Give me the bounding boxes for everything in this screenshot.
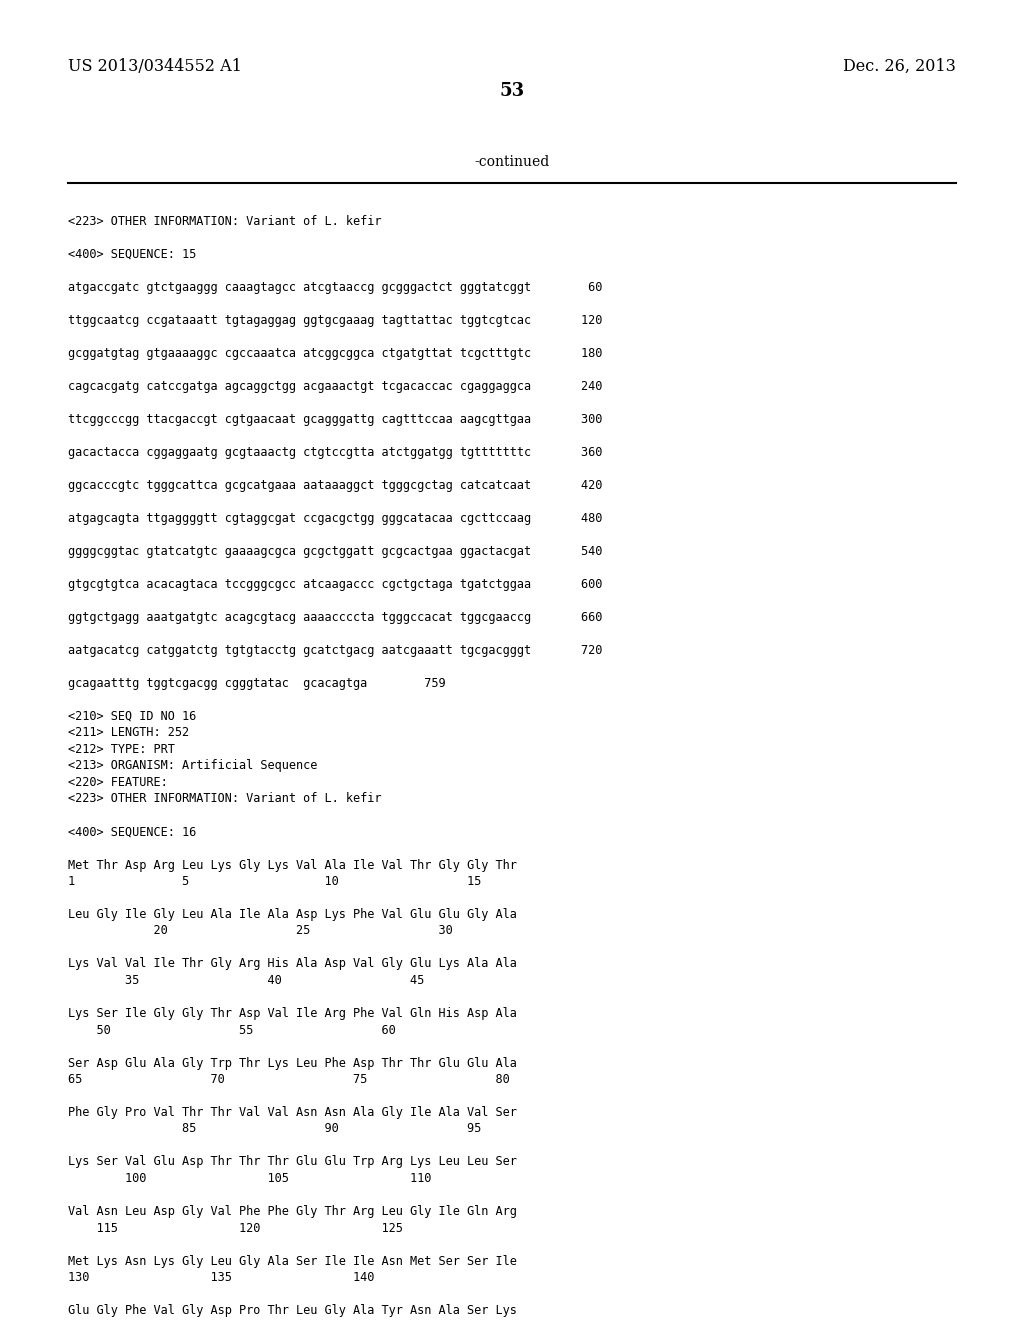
Text: Ser Asp Glu Ala Gly Trp Thr Lys Leu Phe Asp Thr Thr Glu Glu Ala: Ser Asp Glu Ala Gly Trp Thr Lys Leu Phe … xyxy=(68,1056,517,1069)
Text: US 2013/0344552 A1: US 2013/0344552 A1 xyxy=(68,58,242,75)
Text: Phe Gly Pro Val Thr Thr Val Val Asn Asn Ala Gly Ile Ala Val Ser: Phe Gly Pro Val Thr Thr Val Val Asn Asn … xyxy=(68,1106,517,1119)
Text: Lys Ser Val Glu Asp Thr Thr Thr Glu Glu Trp Arg Lys Leu Leu Ser: Lys Ser Val Glu Asp Thr Thr Thr Glu Glu … xyxy=(68,1155,517,1168)
Text: 85                  90                  95: 85 90 95 xyxy=(68,1122,481,1135)
Text: ggtgctgagg aaatgatgtc acagcgtacg aaaaccccta tgggccacat tggcgaaccg       660: ggtgctgagg aaatgatgtc acagcgtacg aaaaccc… xyxy=(68,611,602,624)
Text: <211> LENGTH: 252: <211> LENGTH: 252 xyxy=(68,726,189,739)
Text: atgagcagta ttgaggggtt cgtaggcgat ccgacgctgg gggcatacaa cgcttccaag       480: atgagcagta ttgaggggtt cgtaggcgat ccgacgc… xyxy=(68,512,602,525)
Text: -continued: -continued xyxy=(474,154,550,169)
Text: Glu Gly Phe Val Gly Asp Pro Thr Leu Gly Ala Tyr Asn Ala Ser Lys: Glu Gly Phe Val Gly Asp Pro Thr Leu Gly … xyxy=(68,1304,517,1317)
Text: Lys Val Val Ile Thr Gly Arg His Ala Asp Val Gly Glu Lys Ala Ala: Lys Val Val Ile Thr Gly Arg His Ala Asp … xyxy=(68,957,517,970)
Text: 65                  70                  75                  80: 65 70 75 80 xyxy=(68,1073,510,1086)
Text: ttcggcccgg ttacgaccgt cgtgaacaat gcagggattg cagtttccaa aagcgttgaa       300: ttcggcccgg ttacgaccgt cgtgaacaat gcaggga… xyxy=(68,413,602,426)
Text: Leu Gly Ile Gly Leu Ala Ile Ala Asp Lys Phe Val Glu Glu Gly Ala: Leu Gly Ile Gly Leu Ala Ile Ala Asp Lys … xyxy=(68,908,517,921)
Text: gtgcgtgtca acacagtaca tccgggcgcc atcaagaccc cgctgctaga tgatctggaa       600: gtgcgtgtca acacagtaca tccgggcgcc atcaaga… xyxy=(68,578,602,591)
Text: Dec. 26, 2013: Dec. 26, 2013 xyxy=(843,58,956,75)
Text: 1               5                   10                  15: 1 5 10 15 xyxy=(68,875,481,888)
Text: aatgacatcg catggatctg tgtgtacctg gcatctgacg aatcgaaatt tgcgacgggt       720: aatgacatcg catggatctg tgtgtacctg gcatctg… xyxy=(68,644,602,657)
Text: <220> FEATURE:: <220> FEATURE: xyxy=(68,776,168,789)
Text: <400> SEQUENCE: 15: <400> SEQUENCE: 15 xyxy=(68,248,197,261)
Text: Val Asn Leu Asp Gly Val Phe Phe Gly Thr Arg Leu Gly Ile Gln Arg: Val Asn Leu Asp Gly Val Phe Phe Gly Thr … xyxy=(68,1205,517,1218)
Text: gcagaatttg tggtcgacgg cgggtatac  gcacagtga        759: gcagaatttg tggtcgacgg cgggtatac gcacagtg… xyxy=(68,677,445,690)
Text: gcggatgtag gtgaaaaggc cgccaaatca atcggcggca ctgatgttat tcgctttgtc       180: gcggatgtag gtgaaaaggc cgccaaatca atcggcg… xyxy=(68,347,602,360)
Text: <223> OTHER INFORMATION: Variant of L. kefir: <223> OTHER INFORMATION: Variant of L. k… xyxy=(68,215,382,228)
Text: 130                 135                 140: 130 135 140 xyxy=(68,1271,375,1284)
Text: <213> ORGANISM: Artificial Sequence: <213> ORGANISM: Artificial Sequence xyxy=(68,759,317,772)
Text: <210> SEQ ID NO 16: <210> SEQ ID NO 16 xyxy=(68,710,197,723)
Text: gacactacca cggaggaatg gcgtaaactg ctgtccgtta atctggatgg tgtttttttc       360: gacactacca cggaggaatg gcgtaaactg ctgtccg… xyxy=(68,446,602,459)
Text: Lys Ser Ile Gly Gly Thr Asp Val Ile Arg Phe Val Gln His Asp Ala: Lys Ser Ile Gly Gly Thr Asp Val Ile Arg … xyxy=(68,1007,517,1020)
Text: <400> SEQUENCE: 16: <400> SEQUENCE: 16 xyxy=(68,825,197,838)
Text: Met Thr Asp Arg Leu Lys Gly Lys Val Ala Ile Val Thr Gly Gly Thr: Met Thr Asp Arg Leu Lys Gly Lys Val Ala … xyxy=(68,858,517,871)
Text: ggcacccgtc tgggcattca gcgcatgaaa aataaaggct tgggcgctag catcatcaat       420: ggcacccgtc tgggcattca gcgcatgaaa aataaag… xyxy=(68,479,602,492)
Text: 50                  55                  60: 50 55 60 xyxy=(68,1023,395,1036)
Text: atgaccgatc gtctgaaggg caaagtagcc atcgtaaccg gcgggactct gggtatcggt        60: atgaccgatc gtctgaaggg caaagtagcc atcgtaa… xyxy=(68,281,602,294)
Text: 35                  40                  45: 35 40 45 xyxy=(68,974,424,987)
Text: 115                 120                 125: 115 120 125 xyxy=(68,1221,402,1234)
Text: 53: 53 xyxy=(500,82,524,100)
Text: ttggcaatcg ccgataaatt tgtagaggag ggtgcgaaag tagttattac tggtcgtcac       120: ttggcaatcg ccgataaatt tgtagaggag ggtgcga… xyxy=(68,314,602,327)
Text: cagcacgatg catccgatga agcaggctgg acgaaactgt tcgacaccac cgaggaggca       240: cagcacgatg catccgatga agcaggctgg acgaaac… xyxy=(68,380,602,393)
Text: 20                  25                  30: 20 25 30 xyxy=(68,924,453,937)
Text: Met Lys Asn Lys Gly Leu Gly Ala Ser Ile Ile Asn Met Ser Ser Ile: Met Lys Asn Lys Gly Leu Gly Ala Ser Ile … xyxy=(68,1254,517,1267)
Text: ggggcggtac gtatcatgtc gaaaagcgca gcgctggatt gcgcactgaa ggactacgat       540: ggggcggtac gtatcatgtc gaaaagcgca gcgctgg… xyxy=(68,545,602,558)
Text: <223> OTHER INFORMATION: Variant of L. kefir: <223> OTHER INFORMATION: Variant of L. k… xyxy=(68,792,382,805)
Text: <212> TYPE: PRT: <212> TYPE: PRT xyxy=(68,743,175,756)
Text: 100                 105                 110: 100 105 110 xyxy=(68,1172,431,1185)
